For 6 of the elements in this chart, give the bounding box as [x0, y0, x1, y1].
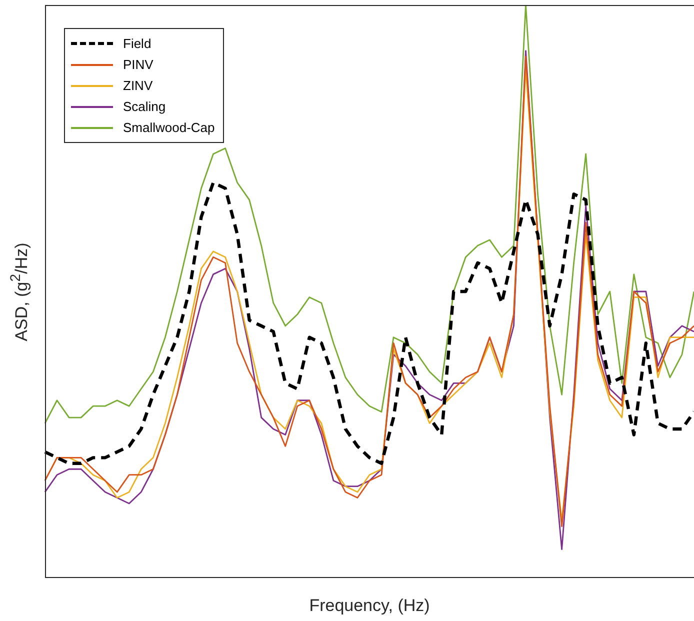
legend-label: PINV: [123, 57, 154, 72]
legend-label: Field: [123, 36, 152, 51]
legend-label: ZINV: [123, 78, 153, 93]
legend-label: Scaling: [123, 99, 166, 114]
x-axis-title: Frequency, (Hz): [308, 596, 431, 616]
legend-label: Smallwood-Cap: [123, 120, 215, 135]
